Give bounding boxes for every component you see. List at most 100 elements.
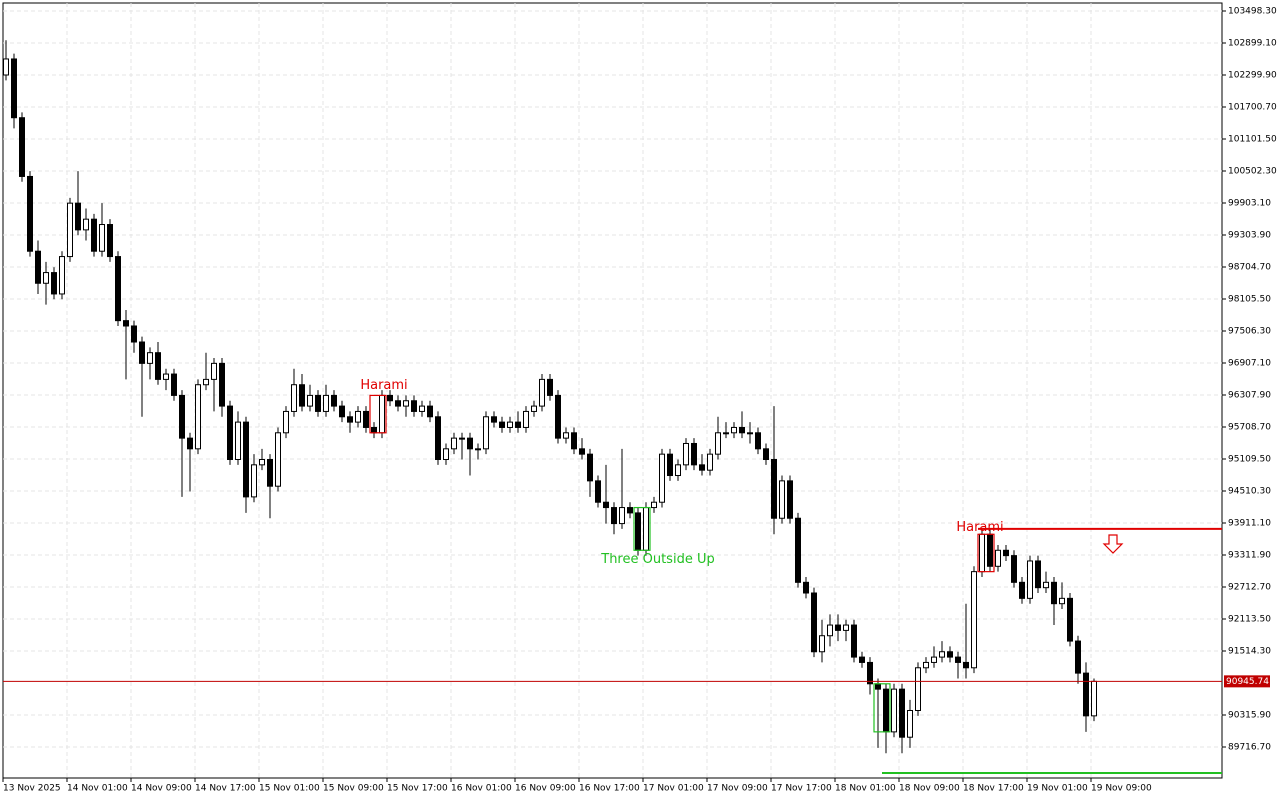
candle-body — [971, 571, 977, 669]
x-tick-label: 16 Nov 17:00 — [579, 784, 640, 794]
candle-body — [235, 421, 241, 460]
pattern-box — [977, 533, 995, 573]
x-tick-label: 19 Nov 01:00 — [1027, 784, 1088, 794]
candle-body — [163, 373, 169, 380]
candle-body — [1051, 581, 1057, 605]
candle-body — [731, 426, 737, 434]
candle-body — [683, 442, 689, 466]
candle-body — [179, 394, 185, 439]
candle-body — [75, 202, 81, 231]
x-tick-label: 15 Nov 17:00 — [387, 784, 448, 794]
y-tick-label: 101101.50 — [1228, 134, 1277, 144]
y-tick-label: 101700.70 — [1228, 102, 1277, 112]
candle-body — [603, 501, 609, 509]
candle-body — [811, 592, 817, 653]
x-tick-label: 14 Nov 01:00 — [67, 784, 128, 794]
candle-body — [283, 410, 289, 434]
candle-body — [1003, 549, 1009, 557]
candle-body — [755, 432, 761, 450]
y-tick-label: 100502.30 — [1228, 166, 1277, 176]
x-tick-label: 14 Nov 09:00 — [131, 784, 192, 794]
candle-body — [1019, 581, 1025, 599]
candle-body — [83, 218, 89, 231]
candle-body — [475, 448, 481, 451]
candle-body — [347, 416, 353, 423]
candle-body — [211, 362, 217, 380]
candle-body — [139, 341, 145, 364]
candle-body — [3, 58, 9, 76]
x-tick-label: 18 Nov 17:00 — [963, 784, 1024, 794]
candle-body — [803, 581, 809, 594]
candle-body — [147, 352, 153, 364]
y-tick-label: 102899.10 — [1228, 38, 1277, 48]
candle-body — [1027, 560, 1033, 599]
candle-body — [1043, 581, 1049, 589]
candle-body — [835, 624, 841, 631]
candle-body — [123, 320, 129, 327]
candle-body — [899, 688, 905, 738]
candle-body — [531, 405, 537, 412]
annotation: Three Outside Up — [600, 552, 714, 567]
candle-body — [675, 464, 681, 477]
y-tick-label: 97506.30 — [1228, 326, 1271, 336]
candle-body — [443, 448, 449, 460]
candle-body — [555, 394, 561, 439]
candle-body — [627, 507, 633, 514]
candle-body — [611, 507, 617, 525]
pattern-box — [633, 506, 651, 551]
x-tick-label: 18 Nov 09:00 — [899, 784, 960, 794]
candle-body — [155, 352, 161, 380]
x-tick-label: 15 Nov 09:00 — [323, 784, 384, 794]
candle-body — [579, 448, 585, 455]
x-tick-label: 19 Nov 09:00 — [1091, 784, 1152, 794]
candle-body — [515, 421, 521, 428]
y-tick-label: 93311.90 — [1228, 550, 1271, 560]
y-tick-label: 95109.50 — [1228, 454, 1271, 464]
candle-body — [547, 378, 553, 396]
y-tick-label: 89716.70 — [1228, 742, 1271, 752]
candle-body — [227, 405, 233, 460]
candle-body — [963, 661, 969, 669]
candle-body — [355, 410, 361, 423]
y-tick-label: 94510.30 — [1228, 486, 1271, 496]
candle-body — [827, 624, 833, 637]
y-tick-label: 92712.70 — [1228, 582, 1271, 592]
candle-body — [907, 709, 913, 738]
candle-body — [299, 384, 305, 407]
candle-body — [891, 688, 897, 733]
candle-body — [491, 416, 497, 423]
candle-body — [219, 362, 225, 407]
y-tick-label: 102299.90 — [1228, 70, 1277, 80]
annotation: Harami — [956, 520, 1003, 535]
candle-body — [699, 464, 705, 471]
candle-body — [1083, 672, 1089, 717]
candle-body — [275, 432, 281, 487]
candle-body — [331, 394, 337, 407]
y-tick-label: 92113.50 — [1228, 614, 1271, 624]
candle-body — [315, 394, 321, 412]
plot-frame — [2, 2, 1223, 779]
x-tick-label: 13 Nov 2025 — [3, 784, 61, 794]
candle-body — [363, 410, 369, 428]
candle-body — [35, 250, 41, 284]
candle-body — [27, 175, 33, 252]
candle-body — [59, 256, 65, 295]
candle-body — [955, 656, 961, 663]
candle-body — [11, 58, 17, 119]
candle-body — [1075, 640, 1081, 674]
pattern-box — [369, 394, 387, 434]
candle-body — [883, 688, 889, 733]
candle-body — [243, 421, 249, 498]
annotation: Harami — [360, 378, 407, 393]
candle-body — [171, 373, 177, 396]
y-tick-label: 99903.10 — [1228, 198, 1271, 208]
candle-body — [763, 448, 769, 460]
candle-body — [715, 432, 721, 455]
candle-body — [99, 224, 105, 252]
candle-body — [339, 405, 345, 418]
candle-body — [379, 394, 385, 434]
candle-body — [307, 394, 313, 407]
candle-body — [1067, 597, 1073, 642]
y-tick-label: 103498.30 — [1228, 6, 1277, 16]
